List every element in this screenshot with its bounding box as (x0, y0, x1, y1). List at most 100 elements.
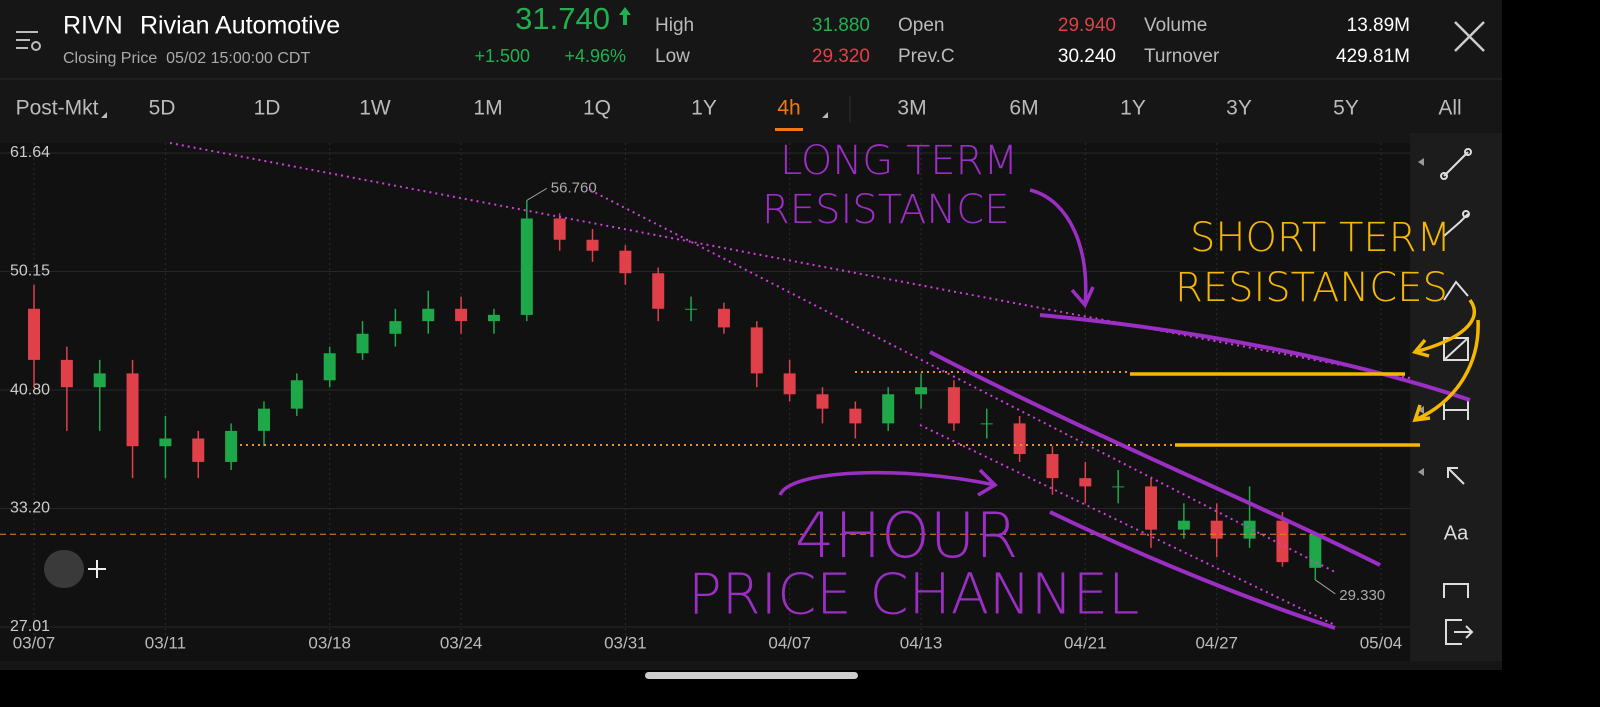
y-tick-label: 40.80 (10, 381, 50, 398)
candle-body (586, 239, 599, 251)
stat-value: 31.880 (812, 15, 870, 36)
stat-label: Prev.C (898, 46, 955, 67)
tab[interactable]: 4h (777, 97, 800, 120)
candle-body (356, 333, 369, 354)
candle-body (257, 408, 270, 431)
x-tick-label: 04/21 (1064, 633, 1107, 652)
candle-body (290, 380, 303, 409)
annotation: SHORT TERM (1190, 215, 1451, 261)
candle-body (1079, 478, 1092, 487)
low-marker (1315, 579, 1336, 595)
stat-value: 29.940 (1058, 15, 1116, 36)
candle-body (455, 308, 468, 322)
y-tick-label: 27.01 (10, 618, 50, 635)
plot: 03/07 03/11 03/18 03/24 03/31 04/07 04/13 04/21… (0, 143, 1410, 652)
y-tick-label: 33.20 (10, 500, 50, 517)
candle-body (126, 373, 139, 447)
low-label: 29.330 (1339, 587, 1385, 604)
high-label: 56.760 (551, 179, 597, 196)
tab[interactable]: 5D (149, 97, 176, 120)
annotation: 4HOUR (795, 499, 1018, 572)
x-tick-label: 03/24 (440, 633, 483, 652)
toolbar-icons[interactable] (1440, 148, 1474, 645)
home-indicator (645, 672, 858, 679)
close-icon[interactable] (1454, 21, 1485, 52)
toolbar-carets (1418, 158, 1424, 476)
candle-body (553, 218, 566, 240)
annotation: RESISTANCE (762, 187, 1009, 233)
candle-body (1112, 486, 1125, 488)
annotation: LONG TERM (780, 138, 1018, 184)
active-tab-underline (775, 128, 803, 131)
stat-value: 13.89M (1347, 15, 1410, 36)
candle-body (750, 327, 763, 374)
x-tick-label: 03/07 (13, 633, 56, 652)
stat-label: Low (655, 46, 690, 67)
x-tick-label: 04/07 (768, 633, 811, 652)
x-tick-label: 03/11 (145, 633, 186, 652)
change-percent: +4.96% (564, 46, 626, 66)
candle-body (1276, 520, 1289, 563)
candle-body (520, 218, 533, 315)
annotation: PRICE CHANNEL (688, 562, 1139, 627)
candle-body (192, 438, 205, 462)
stat-label: Turnover (1144, 46, 1220, 67)
annotations: LONG TERM RESISTANCE SHORT TERM RESISTAN… (688, 138, 1451, 627)
candle-body (1210, 520, 1223, 539)
tab[interactable]: 3Y (1226, 97, 1252, 120)
candle-body (323, 353, 336, 381)
candle-body (1013, 423, 1026, 455)
candle-body (1309, 534, 1322, 568)
candle-body (225, 430, 238, 462)
candle-body (849, 408, 862, 424)
candle-body (947, 387, 960, 424)
tab[interactable]: 1W (359, 97, 391, 120)
tab[interactable]: Post-Mkt (16, 97, 99, 120)
tab[interactable]: All (1438, 97, 1461, 120)
menu-icon[interactable] (16, 31, 41, 51)
tab[interactable]: 6M (1009, 97, 1038, 120)
change: +1.500 (474, 46, 530, 66)
add-icon (88, 560, 106, 578)
tab-caret (822, 112, 828, 118)
stat-label: Volume (1144, 15, 1207, 36)
candle-body (619, 250, 632, 274)
candle-body (1177, 520, 1190, 530)
x-tick-label: 04/27 (1195, 633, 1238, 652)
stat-value: 29.320 (812, 46, 870, 67)
tab-caret (101, 112, 107, 118)
add-button[interactable] (44, 550, 84, 588)
tab[interactable]: 5Y (1333, 97, 1359, 120)
candle-body (389, 321, 402, 334)
candle-body (159, 438, 172, 447)
candle-body (93, 373, 106, 388)
candle-body (783, 373, 796, 395)
company-name: Rivian Automotive (140, 12, 340, 40)
high-marker (526, 187, 548, 201)
tab[interactable]: 1D (254, 97, 281, 120)
x-tick-label: 04/13 (900, 633, 943, 652)
up-arrow (619, 7, 631, 25)
candle-body (980, 423, 993, 425)
annotation: RESISTANCES (1175, 265, 1448, 311)
candle-body (28, 308, 40, 360)
tab[interactable]: 1Y (691, 97, 717, 120)
tab[interactable]: 1Q (583, 97, 611, 120)
stat-label: Open (898, 15, 944, 36)
x-tick-label: 03/18 (308, 633, 351, 652)
text-tool[interactable]: Aa (1444, 522, 1469, 544)
chart-area (0, 143, 1410, 661)
y-tick-label: 61.64 (10, 144, 50, 161)
candle-body (487, 314, 500, 322)
tab[interactable]: 3M (897, 97, 926, 120)
candle-body (685, 308, 698, 310)
candle-body (915, 387, 928, 395)
x-tick-label: 03/31 (604, 633, 647, 652)
candle-body (816, 394, 829, 409)
tab[interactable]: 1Y (1120, 97, 1146, 120)
stat-value: 429.81M (1336, 46, 1410, 67)
drawings (169, 142, 1480, 630)
tab[interactable]: 1M (473, 97, 502, 120)
